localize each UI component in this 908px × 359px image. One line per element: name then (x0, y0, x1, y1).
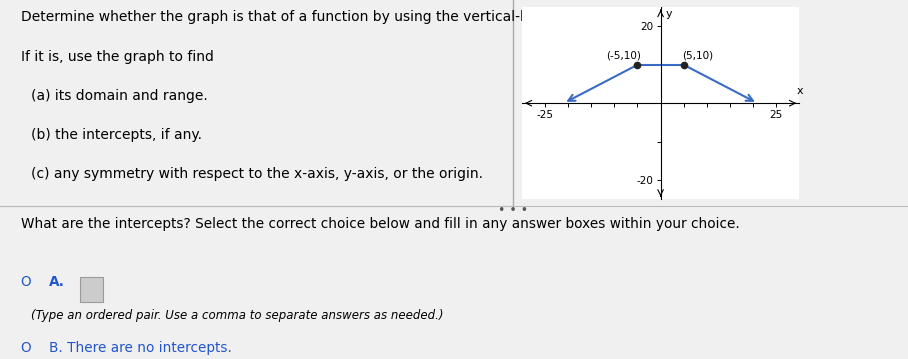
Text: x: x (796, 86, 804, 96)
Text: (b) the intercepts, if any.: (b) the intercepts, if any. (31, 128, 202, 142)
Text: (c) any symmetry with respect to the x-axis, y-axis, or the origin.: (c) any symmetry with respect to the x-a… (31, 167, 483, 181)
Text: A.: A. (49, 275, 64, 289)
Text: What are the intercepts? Select the correct choice below and fill in any answer : What are the intercepts? Select the corr… (21, 217, 739, 231)
Bar (80, 276, 103, 302)
Text: (-5,10): (-5,10) (607, 50, 641, 60)
Text: If it is, use the graph to find: If it is, use the graph to find (21, 50, 213, 64)
Text: O: O (21, 341, 31, 355)
Text: (5,10): (5,10) (682, 50, 713, 60)
Text: • • •: • • • (498, 204, 528, 216)
Text: B. There are no intercepts.: B. There are no intercepts. (49, 341, 232, 355)
Text: O: O (21, 275, 31, 289)
Text: (Type an ordered pair. Use a comma to separate answers as needed.): (Type an ordered pair. Use a comma to se… (31, 309, 443, 322)
Text: Determine whether the graph is that of a function by using the vertical-line tes: Determine whether the graph is that of a… (21, 10, 580, 24)
Text: (a) its domain and range.: (a) its domain and range. (31, 89, 208, 103)
Text: y: y (666, 9, 673, 19)
